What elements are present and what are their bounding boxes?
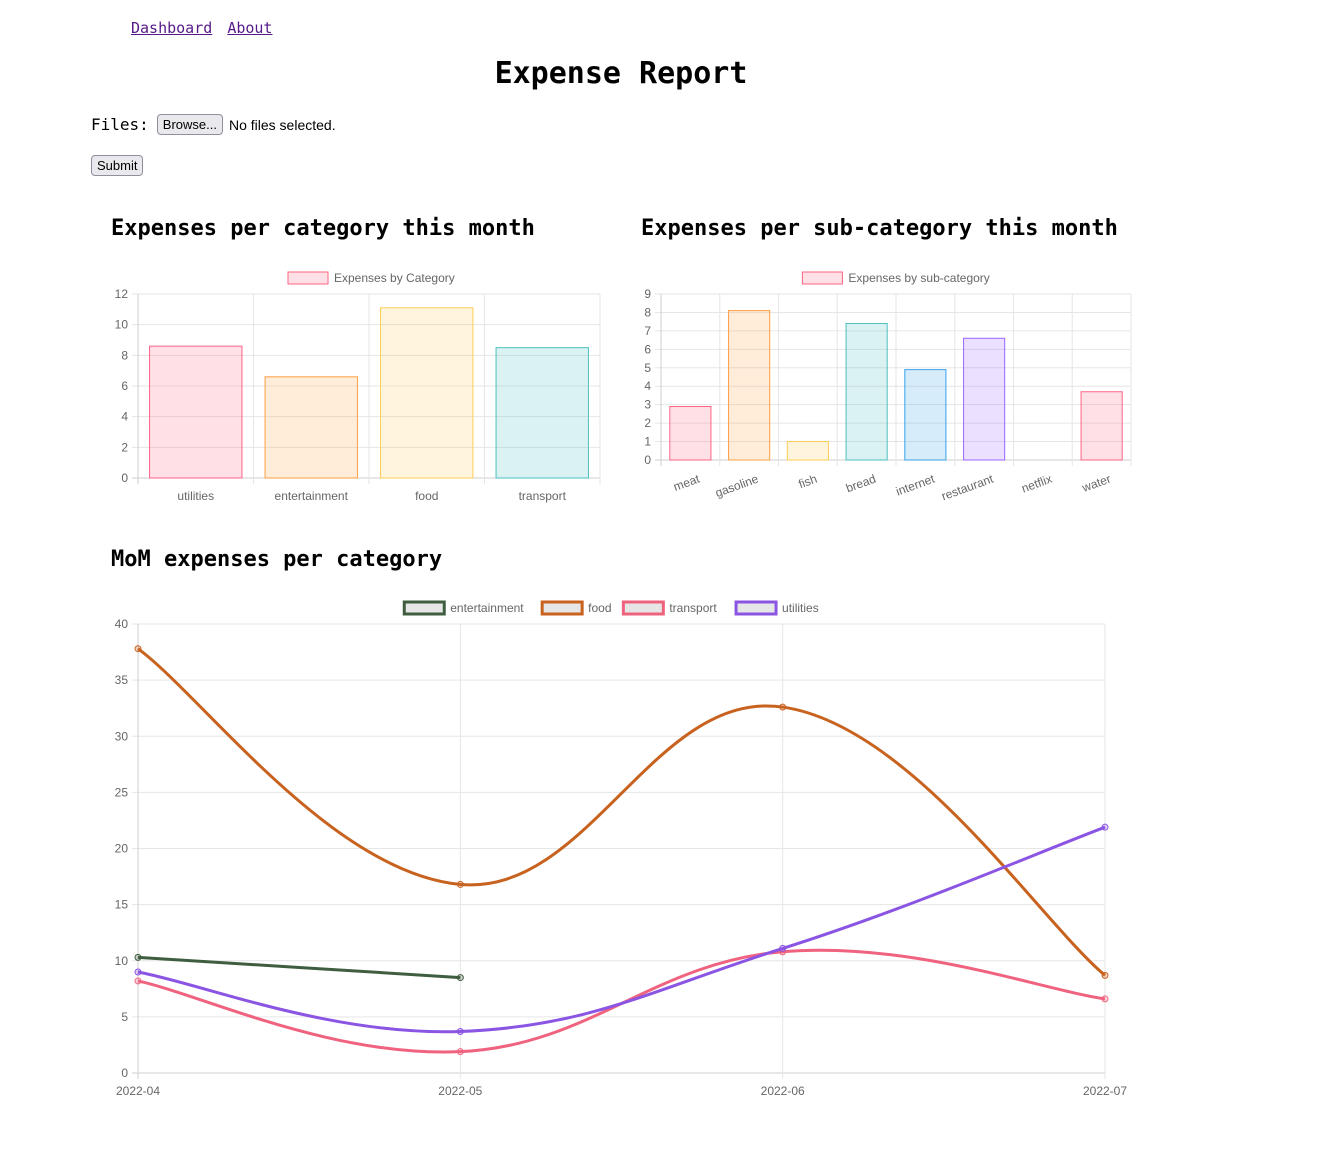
- y-tick-label: 3: [644, 398, 651, 412]
- bar: [149, 345, 243, 479]
- y-tick-label: 5: [644, 361, 651, 375]
- y-tick-label: 6: [121, 379, 128, 393]
- bar: [963, 337, 1006, 461]
- file-upload-row: Files: Browse... No files selected.: [91, 114, 336, 135]
- y-tick-label: 20: [115, 842, 129, 856]
- data-point: [1101, 823, 1109, 831]
- series-line: [137, 647, 1106, 977]
- data-point: [1101, 971, 1109, 979]
- y-tick-label: 4: [121, 410, 128, 424]
- y-tick-label: 8: [121, 348, 128, 362]
- y-tick-label: 12: [115, 287, 129, 301]
- series-line: [137, 955, 461, 980]
- legend-label: food: [588, 601, 611, 615]
- legend-label: entertainment: [450, 601, 524, 615]
- y-tick-label: 0: [121, 471, 128, 485]
- data-point: [134, 968, 142, 976]
- x-tick-label: restaurant: [940, 471, 996, 503]
- y-tick-label: 4: [644, 379, 651, 393]
- x-tick-label: food: [415, 489, 438, 503]
- y-tick-label: 40: [115, 617, 129, 631]
- legend-swatch: [801, 271, 843, 285]
- data-point: [456, 974, 464, 982]
- browse-button[interactable]: Browse...: [156, 114, 223, 135]
- submit-button[interactable]: Submit: [91, 155, 144, 176]
- x-tick-label: bread: [844, 472, 878, 496]
- y-tick-label: 10: [115, 954, 129, 968]
- x-tick-label: 2022-05: [438, 1084, 482, 1098]
- subcategory-chart-title: Expenses per sub-category this month: [641, 216, 1118, 241]
- legend-label: utilities: [782, 601, 819, 615]
- y-tick-label: 25: [115, 785, 129, 799]
- bar: [786, 441, 829, 461]
- legend-label: Expenses by sub-category: [848, 271, 989, 285]
- nav-link-about[interactable]: About: [227, 19, 273, 37]
- y-tick-label: 7: [644, 324, 651, 338]
- mom-chart-title: MoM expenses per category: [111, 547, 443, 572]
- y-tick-label: 35: [115, 673, 129, 687]
- data-point: [134, 953, 142, 961]
- data-point: [134, 977, 142, 985]
- x-tick-label: internet: [894, 471, 937, 498]
- x-tick-label: entertainment: [275, 489, 349, 503]
- x-tick-label: fish: [797, 472, 819, 492]
- y-tick-label: 2: [644, 416, 651, 430]
- legend-swatch: [287, 271, 329, 285]
- legend-swatch: [734, 600, 778, 616]
- y-tick-label: 5: [121, 1010, 128, 1024]
- y-tick-label: 0: [644, 453, 651, 467]
- nav-link-dashboard[interactable]: Dashboard: [131, 19, 213, 37]
- data-point: [1101, 995, 1109, 1003]
- y-tick-label: 30: [115, 729, 129, 743]
- bar: [669, 406, 712, 461]
- file-status-text: No files selected.: [228, 116, 336, 133]
- x-tick-label: meat: [672, 471, 702, 494]
- category-chart-title: Expenses per category this month: [111, 216, 535, 241]
- data-point: [456, 1027, 464, 1035]
- data-point: [134, 645, 142, 653]
- bar: [904, 369, 947, 461]
- series-line: [137, 825, 1106, 1034]
- bar: [380, 307, 474, 479]
- x-tick-label: water: [1079, 472, 1112, 496]
- data-point: [779, 703, 787, 711]
- y-tick-label: 10: [115, 318, 129, 332]
- y-tick-label: 15: [115, 898, 129, 912]
- files-label: Files:: [91, 115, 149, 134]
- x-tick-label: 2022-06: [761, 1084, 805, 1098]
- legend-label: Expenses by Category: [334, 271, 455, 285]
- legend-swatch: [540, 600, 584, 616]
- y-tick-label: 6: [644, 342, 651, 356]
- legend-swatch: [402, 600, 446, 616]
- y-tick-label: 8: [644, 305, 651, 319]
- legend-swatch: [621, 600, 665, 616]
- x-tick-label: transport: [519, 489, 567, 503]
- bar: [728, 310, 771, 461]
- y-tick-label: 1: [644, 435, 651, 449]
- bar: [845, 323, 888, 461]
- bar: [1080, 391, 1123, 461]
- bar: [264, 376, 358, 479]
- data-point: [779, 944, 787, 952]
- top-nav: Dashboard About: [131, 19, 278, 37]
- x-tick-label: netflix: [1020, 472, 1054, 496]
- legend-label: transport: [669, 601, 717, 615]
- x-tick-label: utilities: [177, 489, 214, 503]
- data-point: [456, 880, 464, 888]
- y-tick-label: 0: [121, 1066, 128, 1080]
- x-tick-label: gasoline: [713, 472, 760, 501]
- x-tick-label: 2022-04: [116, 1084, 160, 1098]
- y-tick-label: 9: [644, 287, 651, 301]
- x-tick-label: 2022-07: [1083, 1084, 1127, 1098]
- data-point: [456, 1048, 464, 1056]
- bar: [495, 347, 589, 479]
- page-title: Expense Report: [494, 56, 748, 91]
- y-tick-label: 2: [121, 440, 128, 454]
